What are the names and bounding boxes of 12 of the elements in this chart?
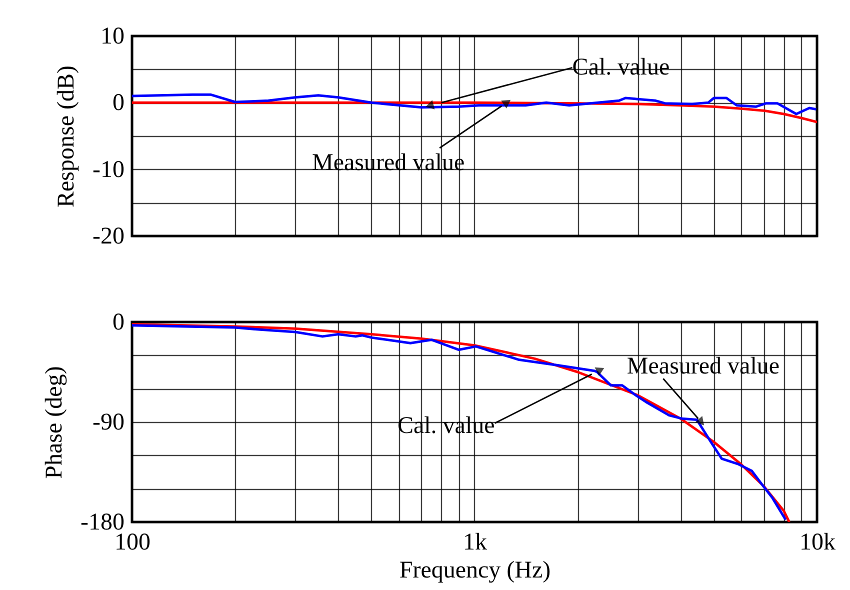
x-tick-label: 1k	[463, 530, 487, 556]
y-tick-label: -20	[92, 224, 124, 250]
x-tick-label: 10k	[800, 530, 836, 556]
y-tick-label: 0	[112, 310, 124, 336]
y-axis-title: Phase (deg)	[42, 366, 68, 479]
y-tick-label: 0	[112, 90, 124, 116]
x-tick-label: 100	[114, 530, 150, 556]
y-axis-title: Response (dB)	[54, 66, 80, 208]
x-axis-title: Frequency (Hz)	[399, 558, 551, 584]
y-tick-label: 10	[100, 24, 124, 50]
y-tick-label: -90	[92, 410, 124, 436]
y-tick-label: -10	[92, 156, 124, 183]
